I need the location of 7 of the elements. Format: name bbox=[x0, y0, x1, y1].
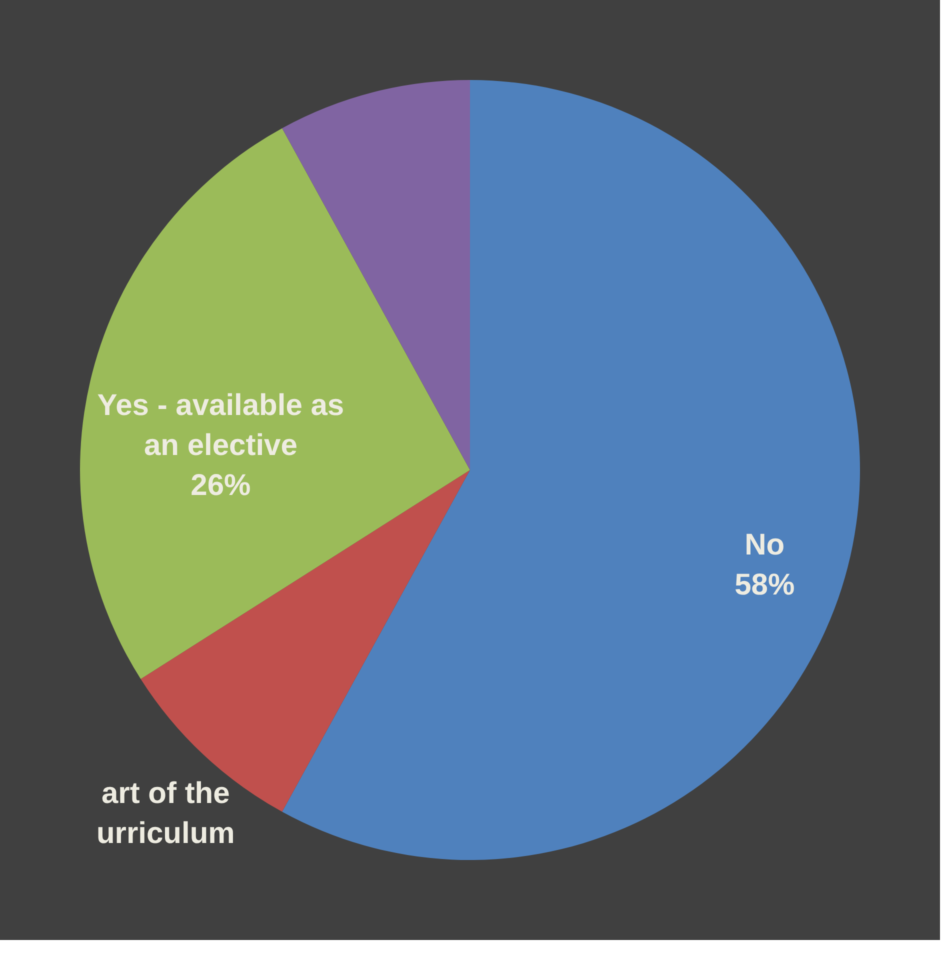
pie-slice bbox=[80, 128, 470, 679]
data-label: 58% bbox=[734, 568, 795, 602]
pie-slice bbox=[140, 470, 470, 812]
data-label: 26% bbox=[190, 468, 251, 502]
slice-label: Yes - available as an elective bbox=[97, 388, 344, 462]
slice-label: art of the urriculum bbox=[96, 777, 235, 850]
slice-label: No bbox=[744, 528, 785, 562]
